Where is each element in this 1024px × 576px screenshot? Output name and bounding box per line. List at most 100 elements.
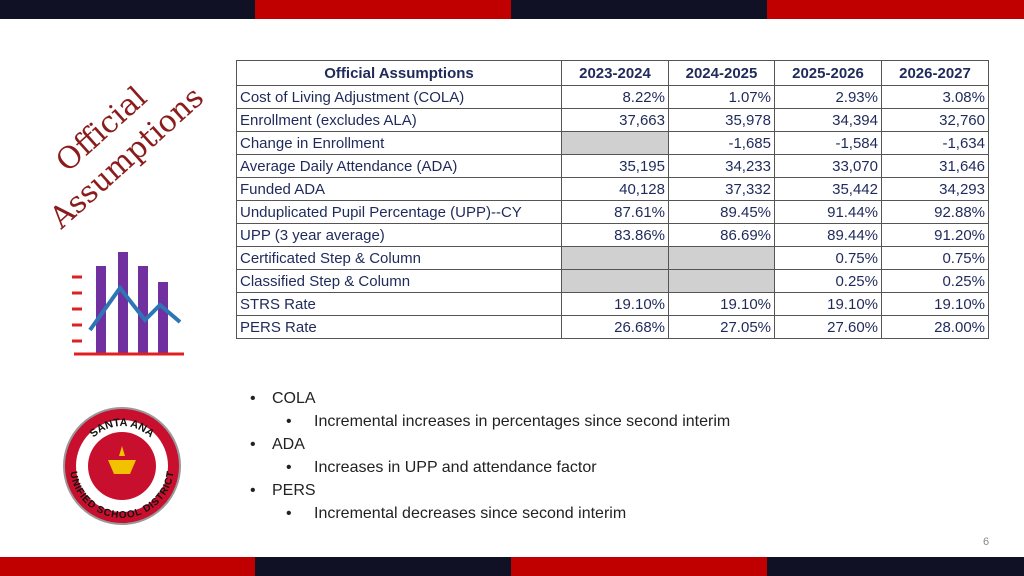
header-cell: 2024-2025 bbox=[668, 60, 775, 86]
value-cell: 0.75% bbox=[881, 246, 989, 270]
value-cell: 28.00% bbox=[881, 315, 989, 339]
row-label: Cost of Living Adjustment (COLA) bbox=[236, 85, 562, 109]
table-row: Enrollment (excludes ALA) 37,663 35,978 34,… bbox=[236, 108, 989, 132]
assumptions-table: Official Assumptions 2023-2024 2024-2025 20… bbox=[236, 60, 989, 339]
sub-bullet-text: Incremental decreases since second inter… bbox=[314, 505, 627, 522]
header-row: Official Assumptions 2023-2024 2024-2025 20… bbox=[236, 60, 989, 86]
header-cell: Official Assumptions bbox=[236, 60, 562, 86]
bottom-bar bbox=[0, 557, 255, 576]
value-cell: 27.05% bbox=[668, 315, 775, 339]
value-cell: 37,663 bbox=[561, 108, 669, 132]
empty-cell bbox=[561, 131, 669, 155]
district-logo: SANTA ANA UNIFIED SCHOOL DISTRICT bbox=[63, 407, 181, 525]
table-row: Unduplicated Pupil Percentage (UPP)--CY 8… bbox=[236, 200, 989, 224]
value-cell: -1,634 bbox=[881, 131, 989, 155]
row-label: Enrollment (excludes ALA) bbox=[236, 108, 562, 132]
table-row: Change in Enrollment -1,685 -1,584 -1,634 bbox=[236, 131, 989, 155]
header-cell: 2026-2027 bbox=[881, 60, 989, 86]
value-cell: 91.20% bbox=[881, 223, 989, 247]
value-cell: 91.44% bbox=[774, 200, 882, 224]
bullet-text: COLA bbox=[272, 390, 316, 407]
value-cell: 0.25% bbox=[774, 269, 882, 293]
sub-bullet-text: Incremental increases in percentages sin… bbox=[314, 413, 731, 430]
value-cell: 32,760 bbox=[881, 108, 989, 132]
value-cell: 37,332 bbox=[668, 177, 775, 201]
empty-cell bbox=[668, 246, 775, 270]
value-cell: 8.22% bbox=[561, 85, 669, 109]
value-cell: 27.60% bbox=[774, 315, 882, 339]
row-label: Change in Enrollment bbox=[236, 131, 562, 155]
top-bar bbox=[767, 0, 1024, 19]
value-cell: 26.68% bbox=[561, 315, 669, 339]
table-row: PERS Rate 26.68% 27.05% 27.60% 28.00% bbox=[236, 315, 989, 339]
value-cell: 34,293 bbox=[881, 177, 989, 201]
value-cell: 89.45% bbox=[668, 200, 775, 224]
bottom-bar bbox=[511, 557, 767, 576]
bullet-text: ADA bbox=[272, 436, 305, 453]
row-label: UPP (3 year average) bbox=[236, 223, 562, 247]
value-cell: 35,195 bbox=[561, 154, 669, 178]
value-cell: 35,442 bbox=[774, 177, 882, 201]
top-bar bbox=[0, 0, 255, 19]
row-label: Funded ADA bbox=[236, 177, 562, 201]
bullet-list: • COLA • Incremental increases in percentag… bbox=[250, 387, 730, 525]
table-row: STRS Rate 19.10% 19.10% 19.10% 19.10% bbox=[236, 292, 989, 316]
empty-cell bbox=[561, 246, 669, 270]
bullet: • ADA bbox=[250, 436, 305, 453]
value-cell: 2.93% bbox=[774, 85, 882, 109]
table-row: Cost of Living Adjustment (COLA) 8.22% 1.0… bbox=[236, 85, 989, 109]
page-number: 6 bbox=[983, 536, 989, 548]
sub-bullet: • Incremental decreases since second inte… bbox=[286, 505, 627, 522]
bottom-bar bbox=[767, 557, 1024, 576]
sub-bullet: • Increases in UPP and attendance factor bbox=[286, 459, 597, 476]
bottom-bar bbox=[255, 557, 511, 576]
row-label: STRS Rate bbox=[236, 292, 562, 316]
top-bar bbox=[255, 0, 511, 19]
bullet-text: PERS bbox=[272, 482, 316, 499]
value-cell: -1,584 bbox=[774, 131, 882, 155]
value-cell: 19.10% bbox=[774, 292, 882, 316]
value-cell: 1.07% bbox=[668, 85, 775, 109]
table-row: Certificated Step & Column 0.75% 0.75% bbox=[236, 246, 989, 270]
value-cell: 33,070 bbox=[774, 154, 882, 178]
sub-bullet: • Incremental increases in percentages si… bbox=[286, 413, 731, 430]
table-row: UPP (3 year average) 83.86% 86.69% 89.44% 91… bbox=[236, 223, 989, 247]
value-cell: 35,978 bbox=[668, 108, 775, 132]
table-row: Average Daily Attendance (ADA) 35,195 34,2… bbox=[236, 154, 989, 178]
value-cell: 19.10% bbox=[881, 292, 989, 316]
value-cell: 19.10% bbox=[668, 292, 775, 316]
empty-cell bbox=[668, 269, 775, 293]
value-cell: 19.10% bbox=[561, 292, 669, 316]
value-cell: 89.44% bbox=[774, 223, 882, 247]
bullet: • COLA bbox=[250, 390, 316, 407]
value-cell: 92.88% bbox=[881, 200, 989, 224]
row-label: Certificated Step & Column bbox=[236, 246, 562, 270]
value-cell: 87.61% bbox=[561, 200, 669, 224]
value-cell: 86.69% bbox=[668, 223, 775, 247]
bullet: • PERS bbox=[250, 482, 316, 499]
row-label: Average Daily Attendance (ADA) bbox=[236, 154, 562, 178]
header-cell: 2023-2024 bbox=[561, 60, 669, 86]
top-bar bbox=[511, 0, 767, 19]
value-cell: 0.25% bbox=[881, 269, 989, 293]
title: Official Assumptions bbox=[43, 80, 211, 236]
header-cell: 2025-2026 bbox=[774, 60, 882, 86]
empty-cell bbox=[561, 269, 669, 293]
value-cell: 40,128 bbox=[561, 177, 669, 201]
value-cell: 34,233 bbox=[668, 154, 775, 178]
value-cell: -1,685 bbox=[668, 131, 775, 155]
row-label: PERS Rate bbox=[236, 315, 562, 339]
value-cell: 83.86% bbox=[561, 223, 669, 247]
value-cell: 31,646 bbox=[881, 154, 989, 178]
table-row: Funded ADA 40,128 37,332 35,442 34,293 bbox=[236, 177, 989, 201]
sub-bullet-text: Increases in UPP and attendance factor bbox=[314, 459, 597, 476]
value-cell: 34,394 bbox=[774, 108, 882, 132]
value-cell: 3.08% bbox=[881, 85, 989, 109]
chart-icon bbox=[72, 252, 184, 356]
value-cell: 0.75% bbox=[774, 246, 882, 270]
row-label: Classified Step & Column bbox=[236, 269, 562, 293]
table-row: Classified Step & Column 0.25% 0.25% bbox=[236, 269, 989, 293]
row-label: Unduplicated Pupil Percentage (UPP)--CY bbox=[236, 200, 562, 224]
